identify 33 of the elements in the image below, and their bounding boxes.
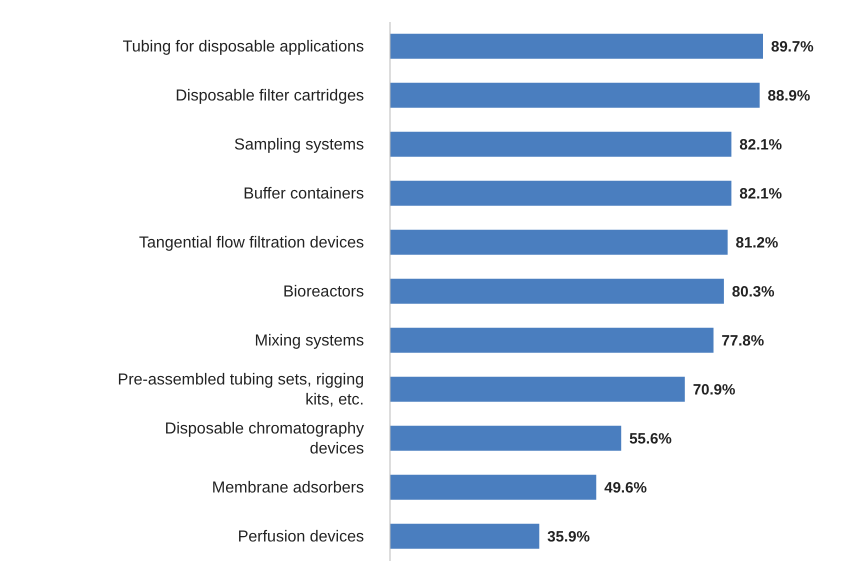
y-tick-label: Mixing systems [254,332,364,349]
y-tick-label: Pre-assembled tubing sets, rigging kits, etc. [118,371,364,408]
bar [390,328,714,353]
bar [390,34,763,59]
data-label: 49.6% [604,480,647,497]
y-tick-label: Perfusion devices [238,528,364,545]
y-tick-label: Membrane adsorbers [212,479,364,496]
bar [390,426,622,451]
y-tick-label: Disposable chromatography devices [164,420,364,457]
y-tick-label: Tangential flow filtration devices [138,234,364,251]
bar [390,524,540,549]
data-label: 77.8% [722,332,764,350]
data-label: 70.9% [692,382,736,399]
bar [390,230,728,255]
bar [390,474,596,500]
data-label: 35.9% [547,528,590,546]
data-label: 82.1% [739,136,782,154]
bar [390,278,724,304]
data-label: 81.2% [736,234,778,252]
data-label: 88.9% [768,88,810,105]
data-label: 80.3% [732,284,774,301]
data-label: 89.7% [771,38,814,56]
y-tick-label: Buffer containers [243,185,364,202]
bar [390,376,685,402]
data-label: 55.6% [629,430,672,448]
data-label: 82.1% [739,186,782,203]
y-tick-label: Bioreactors [283,283,364,300]
bar [390,180,732,206]
bar [390,132,732,157]
y-tick-label: Disposable filter cartridges [175,87,364,104]
y-tick-label: Tubing for disposable applications [122,38,364,55]
bar [390,82,760,108]
y-tick-label: Sampling systems [234,136,364,153]
